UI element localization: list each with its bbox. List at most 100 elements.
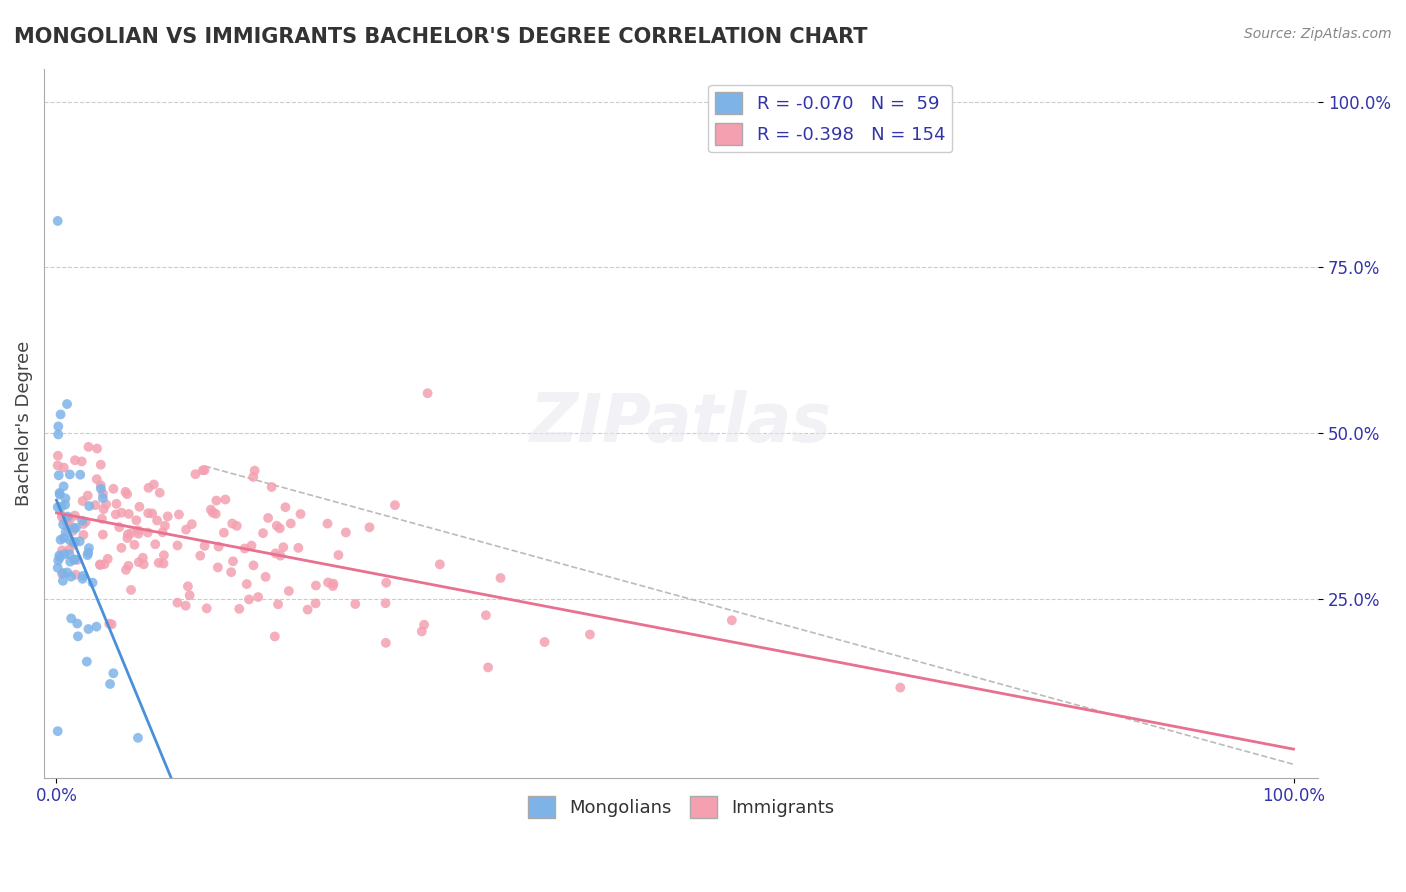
Point (63, 552, 86, 566)
Point (104, 508, 127, 522)
Point (108, 520, 131, 534)
Point (53, 498, 76, 512)
Text: Source: ZipAtlas.com: Source: ZipAtlas.com (1244, 27, 1392, 41)
Point (127, 523, 149, 537)
Point (62, 537, 84, 551)
Point (51, 500, 73, 514)
Point (49, 550, 72, 565)
Point (153, 548, 176, 562)
Point (59, 513, 82, 527)
Point (66, 553, 89, 567)
Point (72, 516, 94, 531)
Point (124, 538, 146, 552)
Point (174, 599, 197, 613)
Point (475, 608, 498, 623)
Point (115, 487, 138, 501)
Point (214, 492, 236, 507)
Point (52, 479, 75, 493)
Point (46, 419, 69, 434)
Point (91, 491, 114, 505)
Point (93, 557, 115, 571)
Point (63, 508, 86, 523)
Point (69, 467, 91, 482)
Point (110, 506, 132, 520)
Point (136, 525, 159, 540)
Point (263, 630, 285, 644)
Point (228, 602, 250, 616)
Point (489, 571, 512, 585)
Point (152, 525, 174, 540)
Point (60, 611, 83, 625)
Point (94, 497, 117, 511)
Point (316, 575, 339, 590)
Point (49, 487, 72, 501)
Point (59, 555, 82, 569)
Point (277, 584, 299, 599)
Point (91, 527, 114, 541)
Point (58, 547, 80, 561)
Point (115, 563, 138, 577)
Point (207, 560, 229, 574)
Point (120, 526, 142, 541)
Point (59, 570, 82, 584)
Point (264, 546, 287, 560)
Point (148, 556, 170, 570)
Point (100, 617, 122, 632)
Point (56, 566, 79, 580)
Point (533, 635, 555, 649)
Point (72, 572, 94, 586)
Point (76, 548, 98, 562)
Point (46, 458, 69, 473)
Point (280, 516, 302, 531)
Point (416, 386, 439, 401)
Point (51, 510, 73, 524)
Point (56, 515, 79, 529)
Point (52, 574, 75, 588)
Point (93, 502, 115, 516)
Point (579, 627, 602, 641)
Point (49, 533, 72, 547)
Point (411, 624, 433, 639)
Point (132, 550, 155, 565)
Point (48, 549, 70, 563)
Point (889, 681, 911, 695)
Point (84, 498, 107, 512)
Point (86, 472, 108, 486)
Point (120, 582, 142, 597)
Point (252, 526, 274, 541)
Y-axis label: Bachelor's Degree: Bachelor's Degree (15, 341, 32, 506)
Point (316, 516, 339, 531)
Point (58, 542, 80, 557)
Point (141, 507, 163, 521)
Point (66, 629, 89, 643)
Point (63, 552, 86, 566)
Point (90, 512, 112, 526)
Point (136, 506, 159, 520)
Text: MONGOLIAN VS IMMIGRANTS BACHELOR'S DEGREE CORRELATION CHART: MONGOLIAN VS IMMIGRANTS BACHELOR'S DEGRE… (14, 27, 868, 46)
Point (105, 497, 128, 511)
Point (70, 454, 93, 468)
Point (77, 622, 100, 636)
Point (86, 442, 108, 456)
Point (222, 554, 245, 568)
Point (375, 575, 398, 590)
Point (52, 531, 75, 545)
Point (52, 566, 75, 580)
Point (62, 524, 84, 538)
Point (201, 506, 224, 520)
Point (152, 557, 174, 571)
Point (77, 546, 100, 560)
Point (63, 535, 86, 549)
Point (142, 477, 165, 491)
Point (166, 538, 188, 552)
Point (194, 539, 217, 553)
Point (167, 508, 190, 522)
Point (297, 602, 319, 616)
Point (77, 541, 100, 555)
Point (254, 570, 277, 584)
Point (212, 525, 235, 540)
Point (117, 527, 139, 541)
Point (55, 524, 77, 539)
Point (114, 484, 136, 499)
Point (103, 482, 125, 496)
